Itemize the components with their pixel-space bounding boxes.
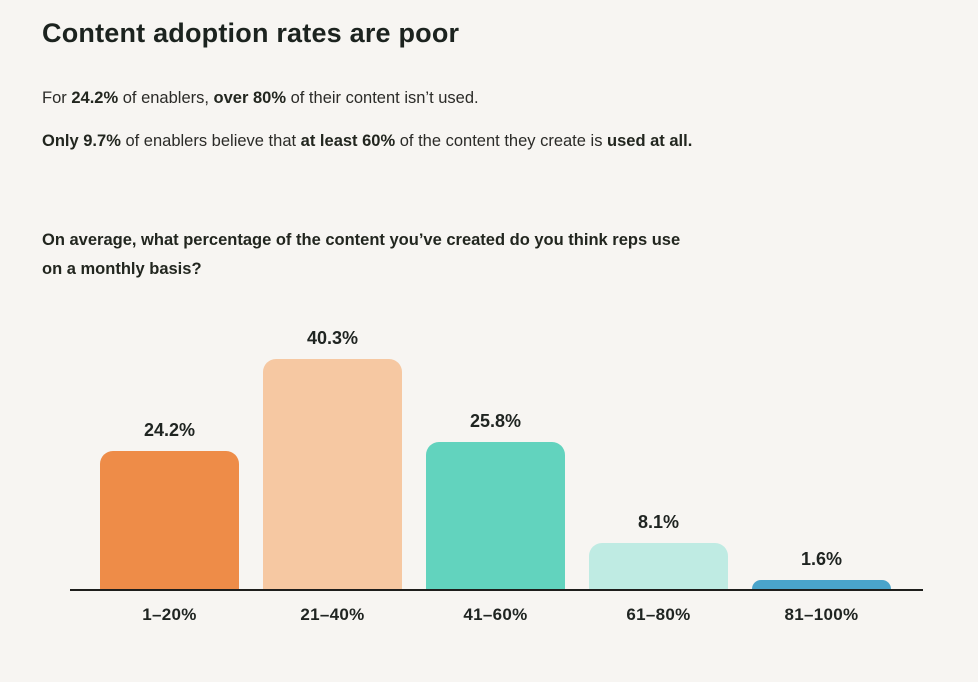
chart-question-line-2: on a monthly basis? [42, 260, 202, 278]
bar-value-label: 25.8% [469, 411, 522, 431]
chart-question: On average, what percentage of the conte… [42, 226, 680, 284]
stat-line-1: For 24.2% of enablers, over 80% of their… [42, 89, 479, 107]
bar-group: 8.1% [589, 309, 728, 589]
bar-value-label: 40.3% [306, 328, 359, 348]
bar-value-label: 1.6% [800, 549, 843, 569]
bar-value-label: 24.2% [143, 420, 196, 440]
bar-group: 25.8% [426, 309, 565, 589]
x-axis-labels: 1–20% 21–40% 41–60% 61–80% 81–100% [70, 605, 923, 639]
x-axis-line [70, 589, 923, 591]
plot-area: 24.2% 40.3% 25.8% 8.1% 1.6% [70, 309, 923, 589]
chart-bar [100, 451, 239, 589]
bar-value-label: 8.1% [637, 512, 680, 532]
chart-question-line-1: On average, what percentage of the conte… [42, 231, 681, 249]
bar-group: 40.3% [263, 309, 402, 589]
x-tick-label: 1–20% [142, 605, 197, 624]
chart-bar [589, 543, 728, 589]
x-tick-label: 61–80% [626, 605, 691, 624]
chart-bar [752, 580, 891, 589]
chart-bar [426, 442, 565, 589]
x-tick-label: 41–60% [463, 605, 528, 624]
bar-chart: 24.2% 40.3% 25.8% 8.1% 1.6% 1–20% 21–40% 41–60… [70, 309, 923, 639]
bar-group: 1.6% [752, 309, 891, 589]
page-title: Content adoption rates are poor [42, 18, 460, 48]
stat-line-2: Only 9.7% of enablers believe that at le… [42, 132, 693, 150]
x-tick-label: 81–100% [784, 605, 859, 624]
x-tick-label: 21–40% [300, 605, 365, 624]
chart-bar [263, 359, 402, 589]
bar-group: 24.2% [100, 309, 239, 589]
